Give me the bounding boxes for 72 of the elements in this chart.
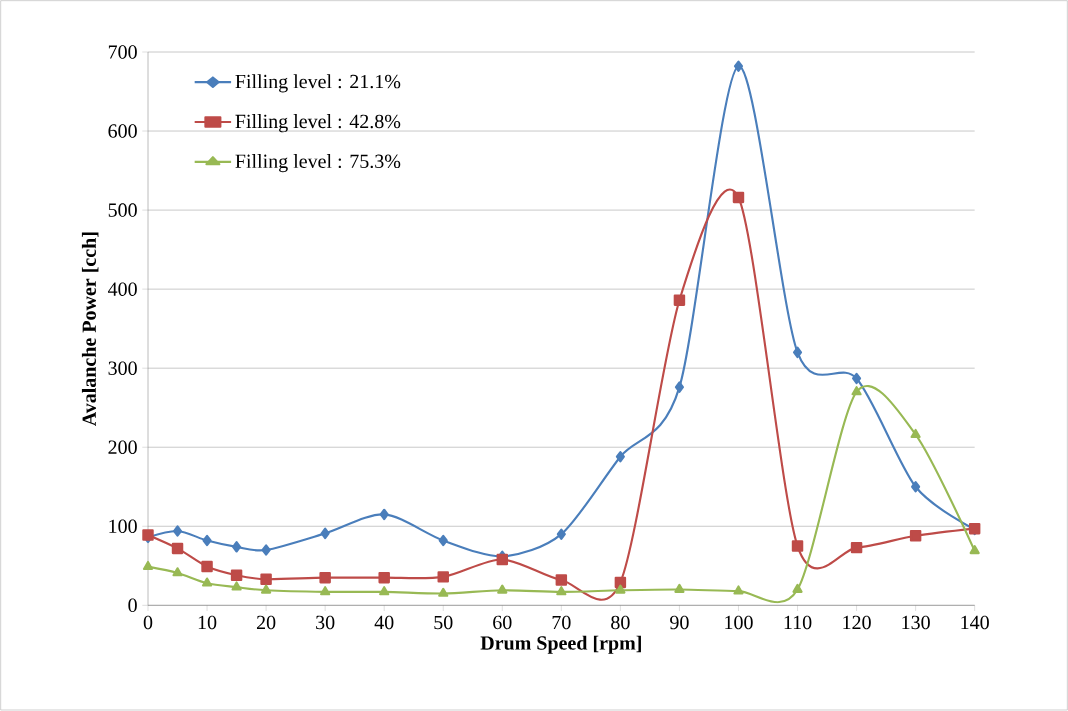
point <box>615 451 625 463</box>
point <box>615 584 626 594</box>
x-tick-label: 80 <box>611 615 630 630</box>
point <box>911 481 921 493</box>
point <box>260 584 272 594</box>
y-tick-label: 400 <box>108 282 137 297</box>
x-tick-label: 60 <box>493 615 512 630</box>
point <box>232 541 242 553</box>
x-tick-label: 90 <box>670 615 689 630</box>
point <box>260 573 272 586</box>
x-axis-title: Drum Speed [rpm] <box>480 635 641 655</box>
point <box>319 572 331 584</box>
point <box>379 508 389 521</box>
point <box>733 60 744 73</box>
point <box>556 528 566 541</box>
point <box>909 530 922 542</box>
point <box>320 527 330 540</box>
point <box>555 574 568 586</box>
point <box>231 581 242 591</box>
point <box>379 586 390 596</box>
point <box>792 346 803 359</box>
x-tick-label: 130 <box>902 615 930 630</box>
point <box>437 571 449 583</box>
y-tick-label: 500 <box>108 203 137 217</box>
legend-label: Filling level : 21.1% <box>235 74 401 93</box>
x-tick-label: 30 <box>316 615 335 630</box>
x-tick-label: 100 <box>725 615 753 630</box>
point <box>556 586 567 596</box>
point <box>732 191 745 204</box>
point <box>438 587 449 598</box>
point <box>674 583 685 594</box>
legend-label: Filling level : 42.8% <box>235 114 401 133</box>
x-tick-label: 50 <box>434 615 453 630</box>
point <box>230 569 243 582</box>
point <box>142 561 154 571</box>
point <box>852 372 862 385</box>
point <box>201 577 213 587</box>
x-tick-label: 20 <box>256 615 276 630</box>
y-tick-label: 700 <box>108 45 137 59</box>
point <box>791 540 804 552</box>
point <box>261 544 271 556</box>
x-tick-label: 40 <box>374 615 394 630</box>
x-tick-label: 110 <box>784 615 812 630</box>
point <box>320 586 331 596</box>
legend-label: Filling level : 75.3% <box>235 154 401 173</box>
point <box>438 534 448 547</box>
point <box>674 381 684 394</box>
y-tick-label: 100 <box>109 519 137 534</box>
point <box>202 534 212 547</box>
point <box>851 386 862 396</box>
point <box>201 561 213 573</box>
point <box>910 429 921 439</box>
x-tick-label: 0 <box>143 615 153 630</box>
y-axis-title: Avalanche Power [cch] <box>81 232 99 427</box>
point <box>792 583 803 594</box>
y-tick-label: 200 <box>108 440 137 455</box>
x-tick-label: 70 <box>552 615 571 630</box>
x-tick-label: 140 <box>961 615 989 630</box>
point <box>497 584 508 594</box>
x-tick-label: 10 <box>198 615 217 630</box>
y-tick-label: 600 <box>108 124 137 138</box>
point <box>850 542 863 554</box>
point <box>172 525 183 537</box>
point <box>171 542 184 555</box>
y-tick-label: 0 <box>128 598 137 613</box>
point <box>378 572 390 584</box>
point <box>172 567 183 577</box>
point <box>673 294 686 307</box>
point <box>969 545 980 555</box>
point <box>733 585 744 595</box>
y-tick-label: 300 <box>108 361 137 376</box>
x-tick-label: 120 <box>843 615 871 630</box>
